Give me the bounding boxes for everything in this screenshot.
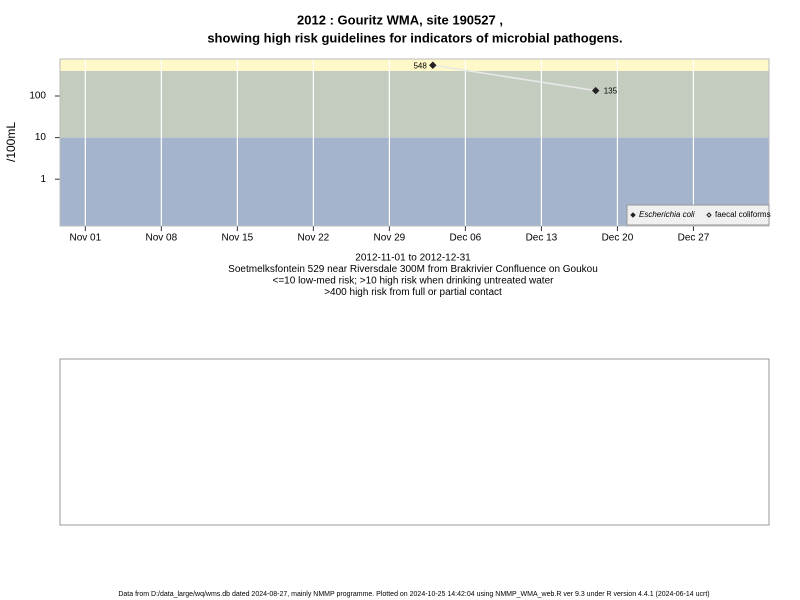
footer: Data from D:/data_large/wq/wms.db dated … xyxy=(118,591,709,598)
x-tick-label: Nov 29 xyxy=(374,233,406,244)
x-tick-label: Dec 13 xyxy=(526,233,558,244)
subtitle: Soetmelksfontein 529 near Riversdale 300… xyxy=(228,264,598,275)
data-label: 548 xyxy=(413,61,427,70)
chart-title: showing high risk guidelines for indicat… xyxy=(207,30,622,45)
x-tick-label: Nov 22 xyxy=(298,233,330,244)
x-tick-label: Nov 08 xyxy=(146,233,178,244)
subtitle: 2012-11-01 to 2012-12-31 xyxy=(355,253,471,264)
empty-panel xyxy=(59,358,770,526)
chart-title: 2012 : Gouritz WMA, site 190527 , xyxy=(297,12,503,27)
legend-marker xyxy=(706,212,712,218)
x-tick-label: Nov 01 xyxy=(69,233,101,244)
subtitle: <=10 low-med risk; >10 high risk when dr… xyxy=(273,276,555,287)
plot-frame xyxy=(59,58,770,227)
x-tick-label: Dec 06 xyxy=(450,233,482,244)
data-point xyxy=(592,86,600,95)
x-tick-label: Dec 27 xyxy=(678,233,710,244)
x-tick-label: Dec 20 xyxy=(602,233,634,244)
risk-band xyxy=(60,70,769,138)
risk-band xyxy=(60,59,769,71)
data-point xyxy=(429,61,437,69)
y-tick-label: 100 xyxy=(29,91,46,102)
y-tick-label: 10 xyxy=(35,132,47,143)
subtitle: >400 high risk from full or partial cont… xyxy=(324,287,502,298)
data-label: 135 xyxy=(604,87,618,96)
legend-label: faecal coliforms xyxy=(715,210,771,219)
legend-label: Escherichia coli xyxy=(639,210,695,219)
series-line xyxy=(432,64,596,92)
x-tick-label: Nov 15 xyxy=(222,233,254,244)
y-axis-label: /100mL xyxy=(4,122,18,162)
legend-marker xyxy=(630,212,636,218)
legend-box xyxy=(626,204,770,226)
y-tick-label: 1 xyxy=(40,174,46,185)
